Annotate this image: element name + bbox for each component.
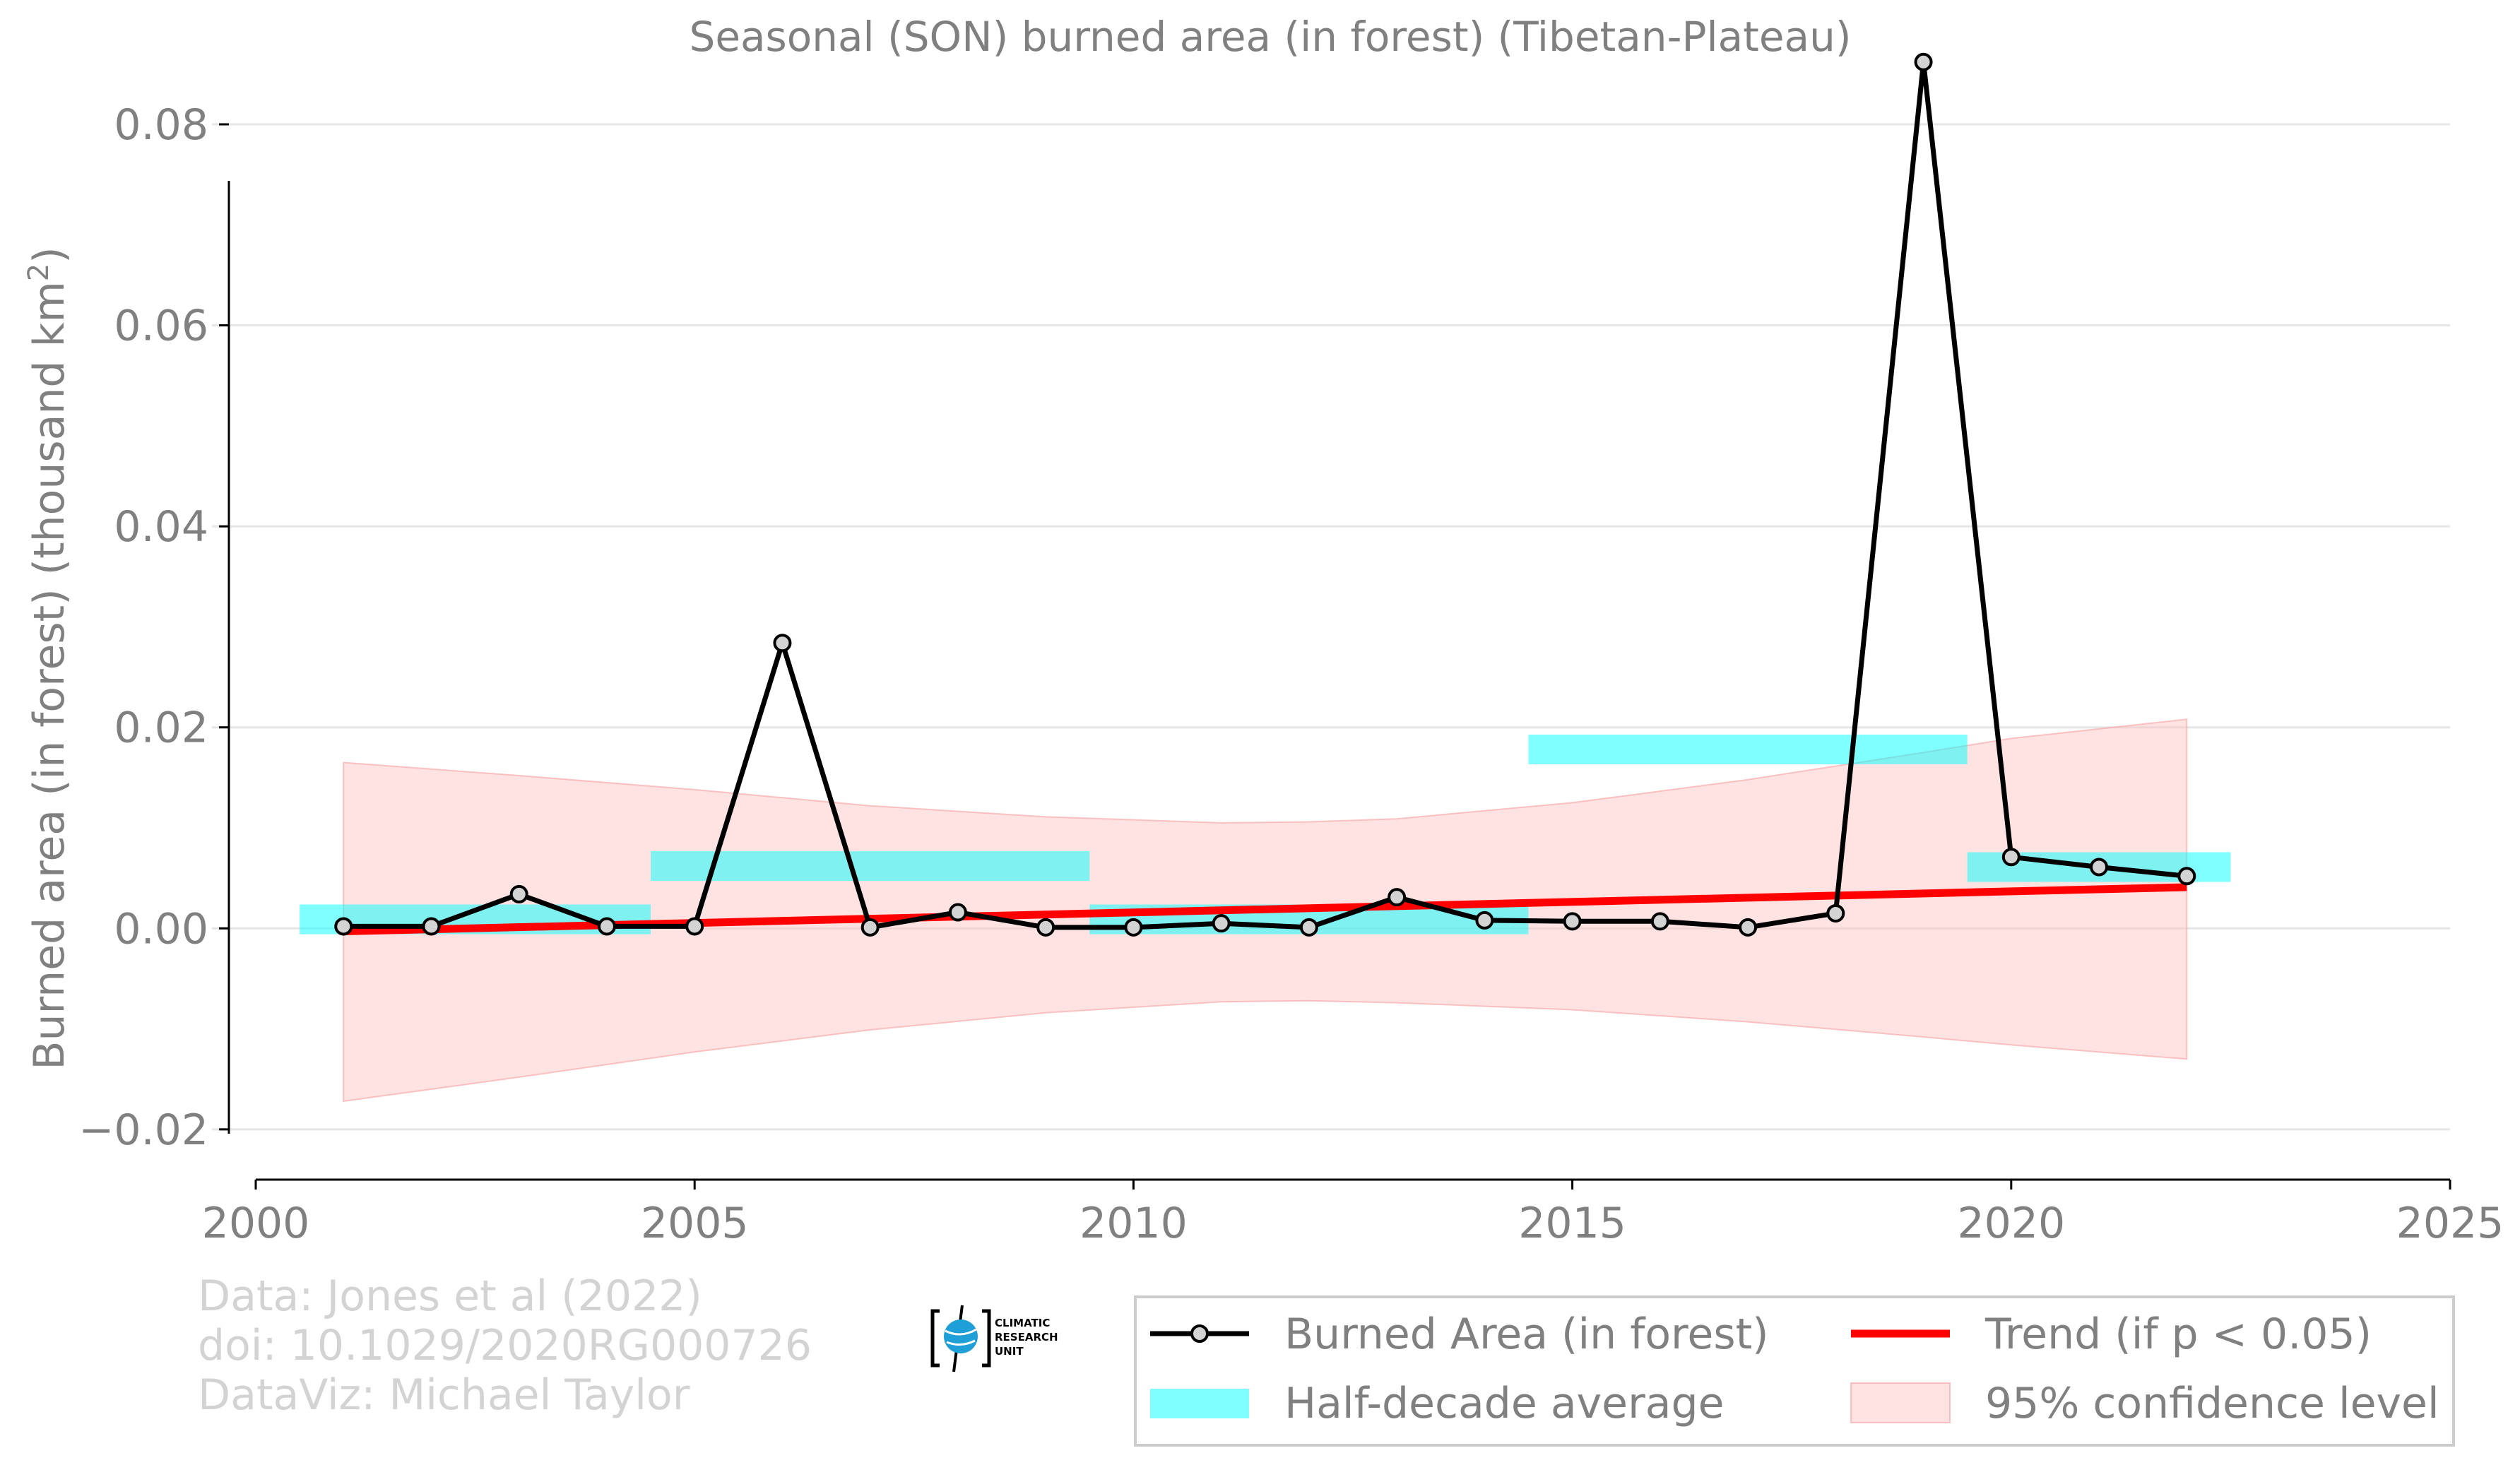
data-point: [2177, 867, 2196, 886]
data-point: [1388, 888, 1407, 907]
data-point: [1650, 912, 1669, 931]
credit-doi: doi: 10.1029/2020RG000726: [198, 1321, 812, 1370]
x-tick-label: 2005: [641, 1199, 749, 1248]
credits: Data: Jones et al (2022) doi: 10.1029/20…: [198, 1271, 812, 1420]
x-axis-ticks: 2000 2005 2010 2015 2020 2025: [202, 1180, 2504, 1248]
legend-label-confidence: 95% confidence level: [1985, 1379, 2439, 1428]
data-point: [1563, 912, 1582, 931]
data-point: [422, 917, 441, 936]
x-tick-label: 2010: [1079, 1199, 1188, 1248]
data-point: [509, 884, 528, 903]
half-decade-bar: [1528, 735, 1968, 765]
y-tick-label: 0.02: [114, 704, 208, 753]
data-point: [2001, 848, 2021, 867]
legend-frame: [1134, 1295, 2455, 1447]
y-tick-label: 0.00: [114, 904, 208, 954]
data-point: [1739, 918, 1758, 937]
x-tick-label: 2025: [2396, 1199, 2504, 1248]
data-point: [1475, 911, 1494, 930]
burned-area-line: [343, 59, 2187, 930]
y-axis-ticks: −0.02 0.00 0.02 0.04 0.06 0.08: [78, 100, 229, 1155]
legend-swatch-confidence: [1850, 1382, 1951, 1423]
legend-label-trend: Trend (if p < 0.05): [1984, 1310, 2372, 1359]
y-tick-label: −0.02: [78, 1105, 208, 1155]
data-point: [334, 917, 353, 936]
data-point: [1212, 914, 1231, 933]
legend-label-burned-area: Burned Area (in forest): [1284, 1310, 1769, 1359]
data-point: [1914, 52, 1933, 71]
credit-dataviz: DataViz: Michael Taylor: [198, 1370, 690, 1420]
y-tick-label: 0.06: [114, 302, 208, 351]
y-tick-label: 0.08: [114, 100, 208, 150]
half-decade-bar: [651, 851, 1090, 882]
logo-line-3: UNIT: [995, 1345, 1024, 1358]
logo-line-1: CLIMATIC: [995, 1317, 1050, 1329]
x-tick-label: 2015: [1518, 1199, 1626, 1248]
data-point: [1826, 903, 1845, 923]
legend-swatch-half-decade: [1150, 1389, 1249, 1418]
data-point: [773, 634, 792, 653]
credit-data: Data: Jones et al (2022): [198, 1271, 702, 1321]
x-tick-label: 2020: [1957, 1199, 2065, 1248]
data-point: [597, 917, 616, 936]
burned-area-series-layer: [334, 52, 2196, 937]
legend: Burned Area (in forest) Trend (if p < 0.…: [1134, 1295, 2455, 1447]
axes: [227, 181, 2450, 1181]
data-point: [2090, 858, 2109, 877]
data-point: [1299, 918, 1318, 937]
y-tick-label: 0.04: [114, 502, 208, 552]
chart-title: Seasonal (SON) burned area (in forest) (…: [690, 13, 1852, 61]
logo-line-2: RESEARCH: [995, 1331, 1058, 1344]
legend-label-half-decade: Half-decade average: [1284, 1379, 1725, 1428]
data-point: [685, 917, 704, 936]
data-point: [1124, 918, 1143, 937]
cru-logo: CLIMATIC RESEARCH UNIT: [930, 1305, 1058, 1372]
x-tick-label: 2000: [202, 1199, 310, 1248]
data-point: [860, 918, 880, 937]
legend-marker-burned-area: [1190, 1324, 1209, 1343]
data-point: [1036, 918, 1055, 937]
y-axis-label: Burned area (in forest) (thousand km2): [23, 247, 74, 1069]
globe-icon: [944, 1319, 978, 1353]
data-point: [948, 903, 967, 922]
